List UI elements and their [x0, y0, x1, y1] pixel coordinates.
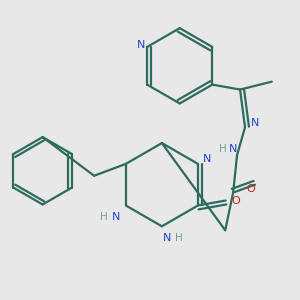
Text: N: N — [137, 40, 146, 50]
Text: H: H — [219, 144, 227, 154]
Text: N: N — [163, 233, 171, 243]
Text: O: O — [231, 196, 240, 206]
Text: N: N — [251, 118, 259, 128]
Text: N: N — [112, 212, 120, 222]
Text: N: N — [203, 154, 211, 164]
Text: O: O — [247, 184, 255, 194]
Text: H: H — [175, 233, 183, 243]
Text: H: H — [100, 212, 108, 222]
Text: N: N — [229, 144, 237, 154]
